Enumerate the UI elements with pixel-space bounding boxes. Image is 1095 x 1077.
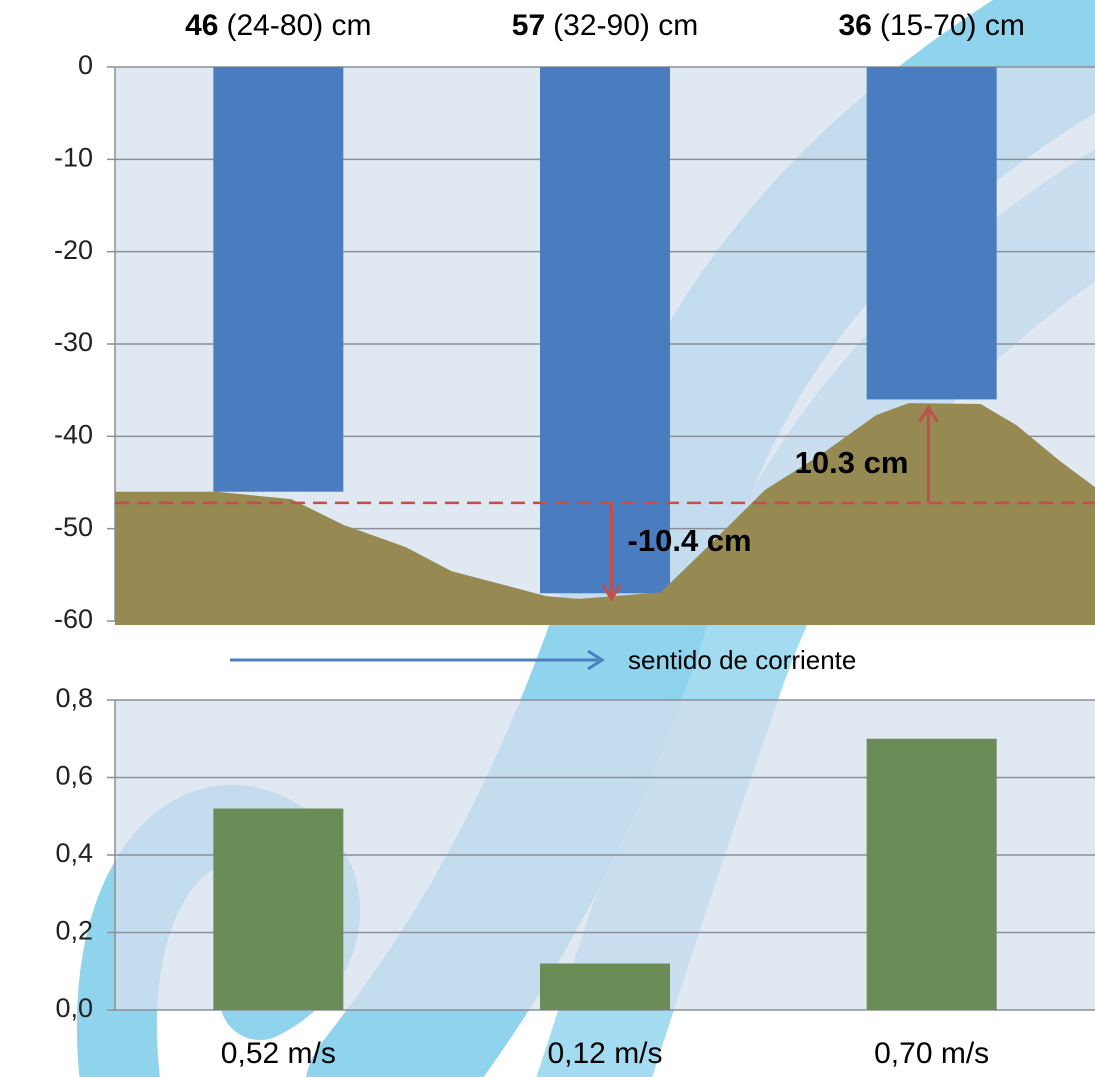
bar xyxy=(213,808,344,1010)
bar-header: 46 (24-80) cm xyxy=(185,9,371,42)
flow-arrow-head xyxy=(587,649,605,671)
y-tick-label: 0,2 xyxy=(55,916,93,946)
y-tick-label: 0,8 xyxy=(55,683,93,713)
y-tick-label: -50 xyxy=(54,512,93,542)
header-range: (24-80) cm xyxy=(226,9,371,42)
x-value-label: 0,70 m/s xyxy=(874,1037,989,1070)
y-tick-label: -40 xyxy=(54,419,93,449)
bar xyxy=(866,67,997,400)
y-tick-label: 0,6 xyxy=(55,761,93,791)
annotation-label: -10.4 cm xyxy=(628,523,752,558)
arrow-head xyxy=(601,584,622,602)
bar-header: 36 (15-70) cm xyxy=(838,9,1024,42)
header-value: 46 xyxy=(185,9,218,42)
arrow-head xyxy=(918,404,939,423)
x-value-label: 0,52 m/s xyxy=(221,1037,336,1070)
terrain xyxy=(115,403,1095,625)
y-tick-label: -10 xyxy=(54,142,93,172)
chart-layer: 0 -10 -20 -30 -40 -50 -60 -10.4 cm 10.3 cm 46 (24-… xyxy=(54,9,1095,1070)
x-value-label: 0,12 m/s xyxy=(547,1037,662,1070)
header-value: 36 xyxy=(838,9,871,42)
bar xyxy=(866,738,997,1010)
header-range: (15-70) cm xyxy=(880,9,1025,42)
flow-label: sentido de corriente xyxy=(628,645,856,675)
bar-header: 57 (32-90) cm xyxy=(512,9,698,42)
y-tick-label: -30 xyxy=(54,327,93,357)
y-tick-label: -20 xyxy=(54,235,93,265)
bar xyxy=(540,963,670,1010)
bar xyxy=(540,67,670,594)
y-tick-label: 0,4 xyxy=(55,838,93,868)
bar xyxy=(213,67,344,492)
annotation-label: 10.3 cm xyxy=(795,445,909,480)
y-tick-label: -60 xyxy=(54,604,93,634)
header-range: (32-90) cm xyxy=(553,9,698,42)
y-tick-label: 0 xyxy=(78,50,93,80)
y-tick-label: 0,0 xyxy=(55,993,93,1023)
header-value: 57 xyxy=(512,9,545,42)
